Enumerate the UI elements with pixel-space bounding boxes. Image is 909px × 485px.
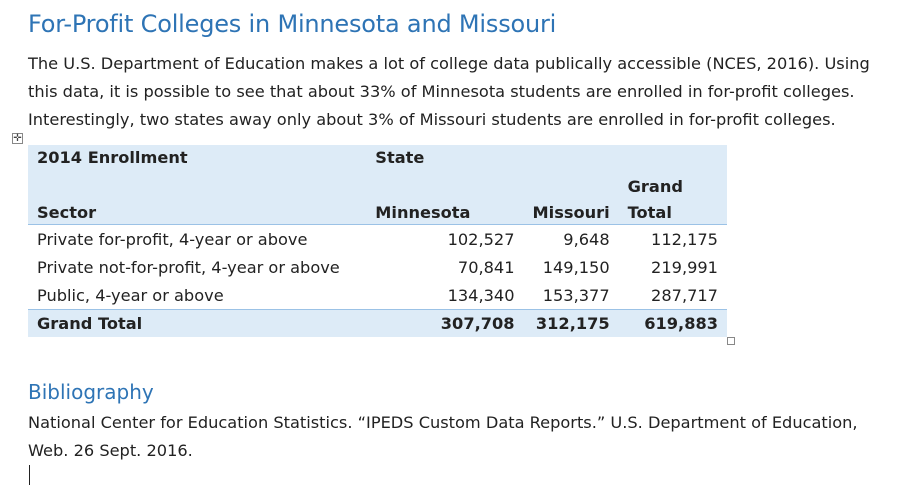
sector-cell: Private not-for-profit, 4-year or above: [37, 257, 340, 277]
total-cell: 287,717: [651, 285, 718, 305]
intro-paragraph: The U.S. Department of Education makes a…: [28, 50, 888, 134]
total-cell: 219,991: [651, 257, 718, 277]
missouri-cell: 153,377: [542, 285, 610, 305]
table-resize-handle-icon[interactable]: [727, 337, 735, 345]
table-row: Public, 4-year or above 134,340 153,377 …: [28, 281, 727, 310]
text-cursor: [29, 465, 30, 485]
document-title: For-Profit Colleges in Minnesota and Mis…: [28, 10, 557, 38]
sector-row-header: Sector: [28, 196, 367, 225]
minnesota-cell: 102,527: [447, 229, 515, 249]
pivot-header-row: Sector Minnesota Missouri Total: [28, 196, 727, 225]
intro-line: this data, it is possible to see that ab…: [28, 82, 855, 101]
pivot-header-row: Grand: [28, 170, 727, 196]
pivot-column-group-label: State: [366, 145, 524, 170]
intro-line: The U.S. Department of Education makes a…: [28, 54, 870, 73]
grand-total-label: Grand Total: [28, 309, 367, 337]
grand-total-cell: 619,883: [618, 309, 727, 337]
sector-cell: Public, 4-year or above: [37, 285, 224, 305]
bibliography-entry[interactable]: National Center for Education Statistics…: [28, 409, 898, 485]
table-move-handle-icon[interactable]: ✛: [12, 133, 23, 144]
bibliography-line: National Center for Education Statistics…: [28, 413, 858, 432]
grand-total-column-header: Total: [618, 196, 727, 225]
pivot-corner-label: 2014 Enrollment: [28, 145, 367, 170]
total-cell: 112,175: [651, 229, 718, 249]
bibliography-line: Web. 26 Sept. 2016.: [28, 441, 193, 460]
minnesota-total-cell: 307,708: [366, 309, 524, 337]
missouri-cell: 149,150: [542, 257, 610, 277]
grand-total-row: Grand Total 307,708 312,175 619,883: [28, 309, 727, 337]
table-row: Private for-profit, 4-year or above 102,…: [28, 225, 727, 254]
minnesota-cell: 70,841: [457, 257, 515, 277]
missouri-total-cell: 312,175: [523, 309, 619, 337]
missouri-cell: 9,648: [563, 229, 610, 249]
column-header-minnesota: Minnesota: [366, 196, 524, 225]
grand-total-column-header: Grand: [618, 170, 727, 196]
minnesota-cell: 134,340: [447, 285, 515, 305]
bibliography-heading: Bibliography: [28, 380, 154, 404]
table-row: Private not-for-profit, 4-year or above …: [28, 253, 727, 281]
intro-line: Interestingly, two states away only abou…: [28, 110, 836, 129]
sector-cell: Private for-profit, 4-year or above: [37, 229, 308, 249]
pivot-header-row: 2014 Enrollment State: [28, 145, 727, 170]
pivot-table: 2014 Enrollment State Grand Sector Minne…: [28, 145, 727, 337]
column-header-missouri: Missouri: [523, 196, 619, 225]
bibliography-line-with-cursor: Web. 26 Sept. 2016.: [28, 437, 898, 485]
